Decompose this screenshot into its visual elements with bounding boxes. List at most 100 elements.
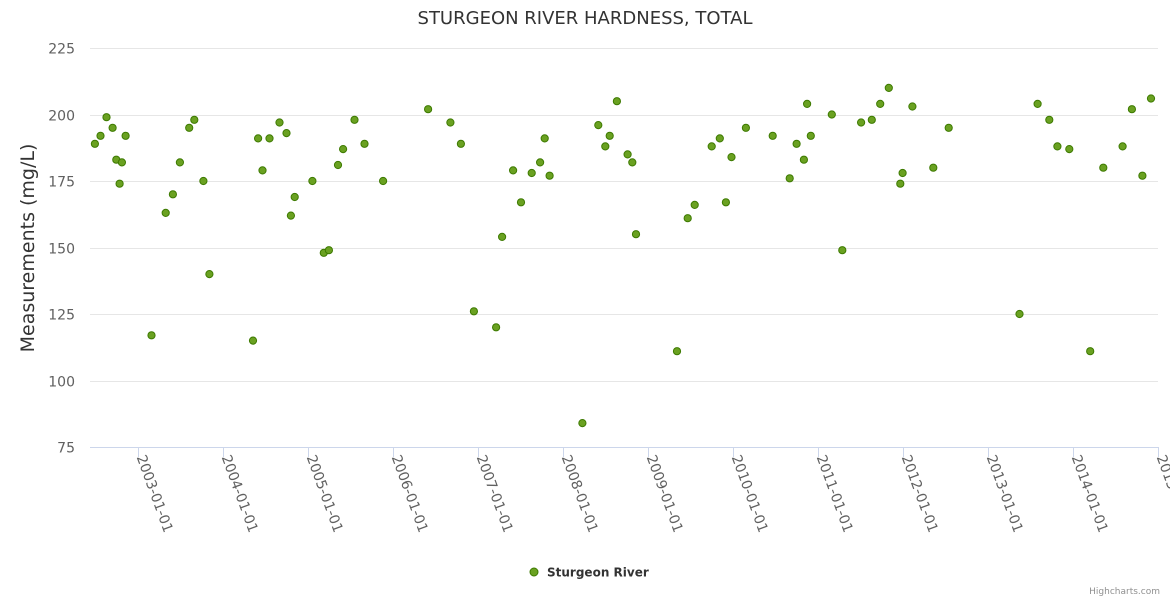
data-point[interactable] — [286, 211, 295, 220]
data-point[interactable] — [876, 99, 885, 109]
data-point[interactable] — [715, 134, 724, 143]
data-point[interactable] — [492, 323, 501, 332]
data-point[interactable] — [117, 158, 127, 167]
x-tick-label: 2005-01-01 — [303, 453, 346, 535]
data-point[interactable] — [884, 83, 893, 93]
data-point[interactable] — [628, 158, 637, 167]
x-tick-label: 2004-01-01 — [218, 453, 261, 535]
data-point[interactable] — [102, 113, 111, 122]
data-point[interactable] — [350, 115, 359, 124]
data-point[interactable] — [827, 110, 836, 119]
data-point[interactable] — [360, 139, 369, 148]
data-point[interactable] — [108, 123, 117, 132]
data-point[interactable] — [258, 166, 267, 175]
data-point[interactable] — [324, 246, 333, 255]
data-point[interactable] — [379, 176, 388, 186]
x-tick-label: 2008-01-01 — [558, 453, 601, 535]
data-point[interactable] — [806, 131, 815, 140]
data-point[interactable] — [1045, 115, 1054, 124]
data-point[interactable] — [1138, 171, 1147, 180]
data-point[interactable] — [168, 190, 177, 199]
data-point[interactable] — [785, 174, 794, 183]
data-point[interactable] — [898, 168, 907, 178]
credits-link[interactable]: Highcharts.com — [1089, 587, 1160, 597]
data-point[interactable] — [540, 134, 549, 143]
data-point[interactable] — [929, 163, 938, 172]
data-point[interactable] — [707, 142, 716, 151]
data-point[interactable] — [254, 134, 263, 143]
x-tick-label: 2013-01-01 — [983, 453, 1026, 535]
data-point[interactable] — [605, 131, 614, 140]
data-point[interactable] — [308, 176, 317, 186]
data-point[interactable] — [424, 105, 433, 114]
data-point[interactable] — [727, 153, 736, 162]
data-point[interactable] — [121, 131, 130, 140]
data-point[interactable] — [578, 419, 587, 428]
data-point[interactable] — [792, 139, 801, 148]
data-point[interactable] — [545, 171, 554, 180]
data-point[interactable] — [205, 270, 214, 279]
data-point[interactable] — [857, 118, 866, 127]
data-point[interactable] — [631, 230, 641, 239]
data-point[interactable] — [838, 246, 847, 255]
x-tick-label: 2012-01-01 — [898, 453, 941, 535]
data-point[interactable] — [672, 347, 682, 356]
data-point[interactable] — [612, 97, 622, 106]
data-point[interactable] — [508, 166, 518, 175]
data-point[interactable] — [96, 131, 105, 140]
legend-marker-icon[interactable] — [529, 567, 539, 577]
data-point[interactable] — [908, 102, 917, 111]
data-point[interactable] — [469, 307, 478, 316]
data-points[interactable] — [90, 83, 1156, 428]
data-point[interactable] — [721, 198, 731, 207]
data-point[interactable] — [498, 232, 507, 241]
data-point[interactable] — [190, 115, 199, 124]
data-point[interactable] — [175, 158, 184, 167]
data-point[interactable] — [867, 115, 876, 124]
data-point[interactable] — [265, 134, 274, 143]
data-point[interactable] — [199, 176, 208, 186]
data-point[interactable] — [1099, 163, 1108, 172]
data-point[interactable] — [248, 336, 258, 345]
data-point[interactable] — [339, 145, 348, 154]
data-point[interactable] — [333, 160, 343, 170]
legend-label[interactable]: Sturgeon River — [547, 566, 649, 580]
data-point[interactable] — [944, 123, 953, 132]
data-point[interactable] — [623, 150, 632, 159]
data-point[interactable] — [1053, 142, 1062, 151]
data-point[interactable] — [1015, 309, 1024, 319]
data-point[interactable] — [1146, 94, 1156, 103]
data-point[interactable] — [282, 129, 291, 138]
data-point[interactable] — [115, 179, 124, 188]
data-point[interactable] — [275, 118, 284, 127]
y-axis-label: Measurements (mg/L) — [17, 144, 39, 353]
data-point[interactable] — [446, 118, 455, 127]
data-point[interactable] — [683, 214, 692, 223]
data-point[interactable] — [799, 155, 809, 164]
data-point[interactable] — [1086, 347, 1095, 356]
data-point[interactable] — [1118, 142, 1127, 151]
data-point[interactable] — [90, 139, 100, 148]
legend[interactable]: Sturgeon River — [529, 566, 649, 580]
data-point[interactable] — [768, 131, 777, 140]
data-point[interactable] — [896, 179, 905, 188]
data-point[interactable] — [1127, 105, 1137, 114]
data-point[interactable] — [601, 142, 610, 151]
data-point[interactable] — [803, 99, 812, 109]
data-point[interactable] — [594, 121, 603, 130]
data-point[interactable] — [290, 192, 299, 202]
data-point[interactable] — [690, 200, 699, 209]
x-tick-label: 2014-01-01 — [1068, 453, 1111, 535]
data-point[interactable] — [147, 331, 156, 340]
data-point[interactable] — [1065, 145, 1074, 154]
data-point[interactable] — [456, 139, 465, 148]
data-point[interactable] — [536, 158, 545, 167]
data-point[interactable] — [527, 168, 536, 178]
data-point[interactable] — [741, 123, 751, 132]
data-point[interactable] — [1033, 99, 1042, 109]
data-point[interactable] — [516, 198, 526, 207]
data-point[interactable] — [161, 208, 170, 217]
data-point[interactable] — [185, 123, 194, 132]
